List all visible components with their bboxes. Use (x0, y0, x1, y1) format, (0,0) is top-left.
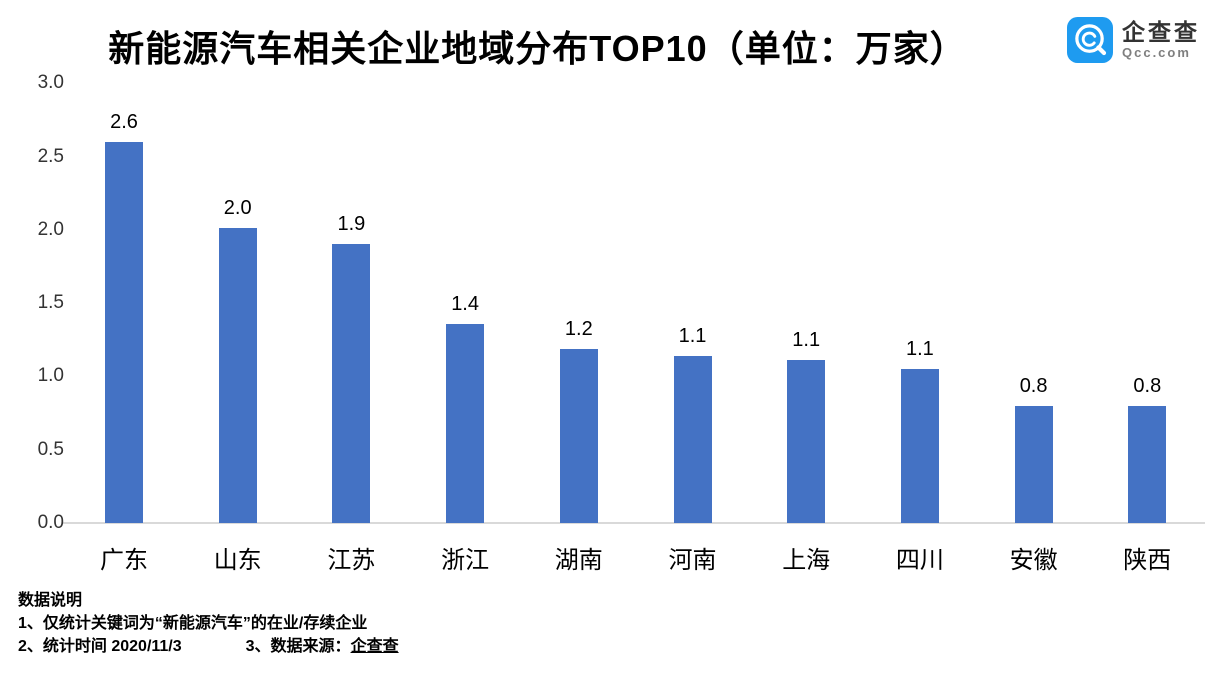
data-notes: 数据说明 1、仅统计关键词为“新能源汽车”的在业/存续企业 2、统计时间 202… (18, 589, 399, 658)
bar (787, 360, 826, 523)
bar (218, 228, 257, 523)
bar-value-label: 1.1 (905, 338, 934, 360)
bar-value-label: 1.1 (792, 329, 821, 351)
x-axis-label: 河南 (668, 547, 717, 574)
x-axis-label: 湖南 (554, 547, 603, 574)
qcc-logo-text: 企查查 Qcc.com (1122, 19, 1200, 61)
x-axis-label: 江苏 (327, 547, 376, 574)
x-axis-line (62, 522, 1205, 524)
bar (673, 356, 712, 523)
y-axis-tick: 2.0 (37, 218, 64, 240)
x-axis-label: 浙江 (441, 547, 490, 574)
y-axis-tick: 3.0 (37, 72, 64, 94)
bar-value-label: 0.8 (1133, 375, 1162, 397)
bar-value-label: 1.4 (451, 293, 479, 315)
notes-source-name: 企查查 (350, 638, 399, 655)
bar-value-label: 2.0 (223, 197, 252, 219)
x-axis-label: 安徽 (1009, 547, 1058, 574)
y-axis-tick: 2.5 (37, 145, 64, 167)
bar-value-label: 1.2 (564, 318, 593, 340)
bar (1014, 406, 1053, 523)
bar-value-label: 1.9 (337, 213, 366, 235)
notes-heading: 数据说明 (18, 592, 83, 609)
notes-source-prefix: 3、数据来源： (245, 638, 351, 655)
x-axis-label: 四川 (895, 547, 944, 574)
bar (332, 244, 371, 523)
notes-line-1: 1、仅统计关键词为“新能源汽车”的在业/存续企业 (18, 615, 368, 632)
y-axis-tick: 0.5 (37, 438, 64, 460)
y-axis-tick: 0.0 (37, 512, 64, 533)
bar (446, 324, 485, 523)
x-axis-label: 山东 (213, 547, 262, 574)
y-axis-tick: 1.5 (37, 292, 64, 314)
bar (1128, 406, 1167, 523)
bar-value-label: 0.8 (1019, 375, 1048, 397)
qcc-logo-domain: Qcc.com (1122, 45, 1191, 60)
x-axis-label: 陕西 (1123, 547, 1172, 574)
x-axis-label: 上海 (782, 547, 831, 574)
bar (105, 142, 143, 523)
qcc-logo-name: 企查查 (1122, 19, 1200, 45)
chart-title: 新能源汽车相关企业地域分布TOP10（单位：万家） (108, 28, 967, 69)
notes-line-2: 2、统计时间 2020/11/3 3、数据来源：企查查 (18, 635, 399, 658)
qcc-logo: 企查查 Qcc.com (1067, 17, 1200, 63)
bar-value-label: 1.1 (678, 325, 707, 347)
bar (559, 349, 598, 523)
y-axis-tick: 1.0 (37, 365, 64, 387)
qcc-logo-icon (1067, 17, 1113, 63)
notes-stat-time: 2、统计时间 2020/11/3 (18, 638, 182, 655)
x-axis-label: 广东 (100, 547, 148, 574)
bar (900, 369, 939, 523)
bar-value-label: 2.6 (110, 111, 138, 133)
